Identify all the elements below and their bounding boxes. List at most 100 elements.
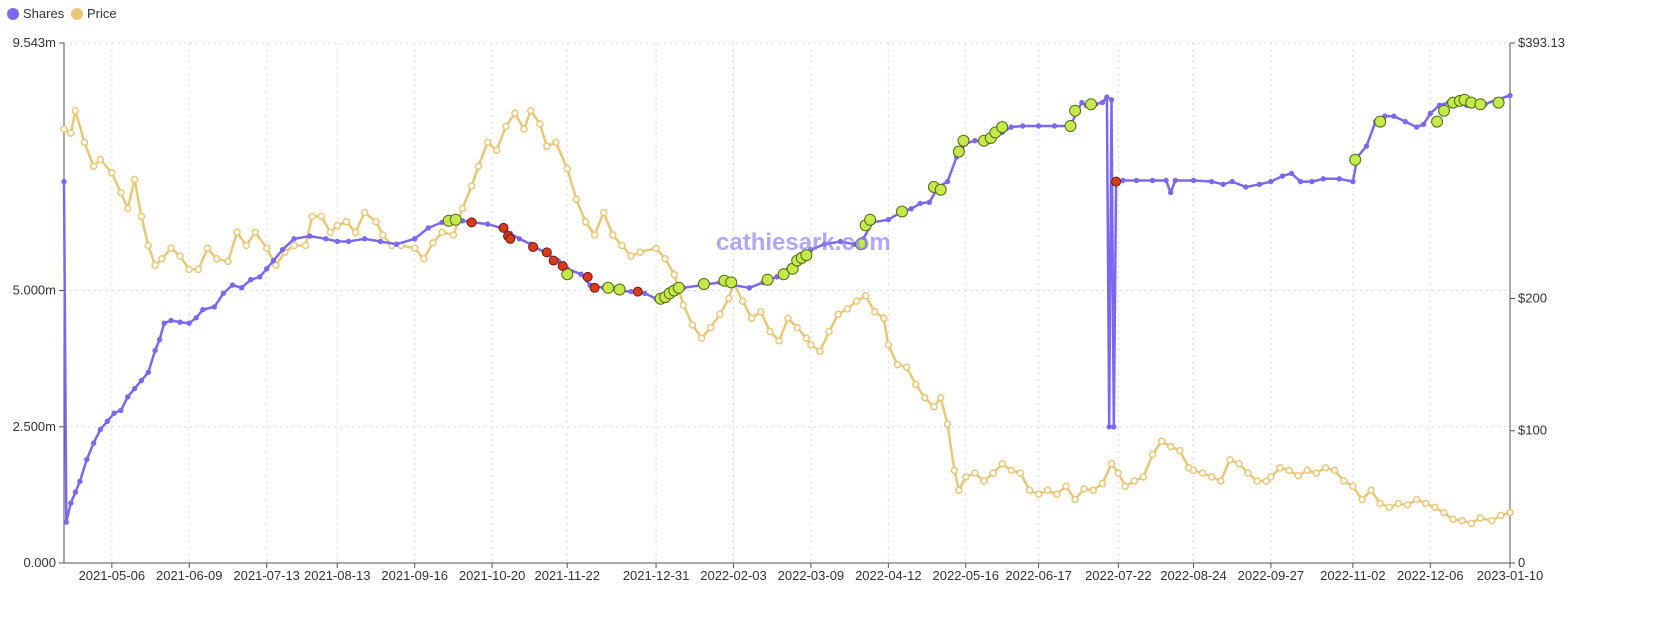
buy-marker[interactable]: [602, 281, 615, 294]
sell-marker[interactable]: [466, 217, 477, 228]
sell-marker[interactable]: [589, 282, 600, 293]
price-point: [1412, 495, 1421, 504]
price-point: [902, 363, 911, 371]
shares-point: [257, 274, 263, 280]
buy-marker[interactable]: [800, 249, 813, 262]
price-point: [1166, 442, 1175, 451]
sell-marker[interactable]: [557, 261, 568, 271]
price-point: [108, 169, 116, 177]
buy-marker[interactable]: [1349, 153, 1362, 166]
shares-point: [1035, 123, 1042, 129]
price-point: [449, 231, 458, 239]
shares-point: [1279, 173, 1286, 179]
price-point: [89, 162, 98, 170]
shares-point: [1507, 92, 1513, 99]
buy-marker[interactable]: [561, 268, 574, 281]
buy-marker[interactable]: [613, 283, 626, 296]
shares-point: [1288, 170, 1295, 177]
price-point: [194, 265, 203, 274]
buy-marker[interactable]: [777, 268, 790, 281]
buy-marker[interactable]: [934, 183, 947, 196]
price-point: [1262, 477, 1271, 485]
price-point: [921, 393, 929, 402]
shares-point: [186, 320, 192, 326]
price-point: [1253, 477, 1261, 485]
shares-point: [111, 410, 117, 416]
buy-marker[interactable]: [449, 213, 462, 226]
price-point: [618, 241, 626, 250]
buy-marker[interactable]: [725, 276, 738, 289]
buy-marker[interactable]: [1492, 96, 1505, 109]
price-point: [1198, 469, 1207, 477]
sell-marker[interactable]: [541, 247, 552, 258]
shares-point: [1106, 424, 1112, 430]
price-point: [60, 125, 68, 133]
sell-marker[interactable]: [498, 222, 509, 233]
shares-point: [168, 317, 174, 324]
price-point: [144, 241, 153, 250]
shares-point: [156, 336, 163, 343]
buy-marker[interactable]: [996, 121, 1009, 134]
price-point: [1276, 464, 1284, 472]
price-point: [661, 255, 669, 263]
shares-point: [125, 394, 131, 400]
shares-point: [1243, 184, 1249, 190]
buy-marker[interactable]: [855, 238, 867, 251]
price-point: [117, 188, 125, 197]
price-point: [697, 334, 706, 342]
price-point: [1007, 466, 1016, 475]
sell-marker[interactable]: [1111, 176, 1122, 187]
y-right-tick-label: $393.13: [1518, 35, 1565, 50]
legend[interactable]: Shares Price: [7, 6, 117, 21]
price-point: [1107, 460, 1116, 468]
sell-marker[interactable]: [548, 255, 559, 266]
buy-marker[interactable]: [1069, 104, 1082, 117]
sell-marker[interactable]: [632, 286, 643, 297]
buy-marker[interactable]: [1085, 98, 1097, 111]
shares-point: [926, 199, 932, 206]
price-point: [950, 466, 959, 475]
buy-marker[interactable]: [1374, 115, 1387, 128]
legend-swatch-price[interactable]: [71, 8, 83, 20]
y-left-tick-label: 2.500m: [13, 419, 56, 434]
buy-marker[interactable]: [761, 273, 774, 286]
price-point: [572, 195, 581, 204]
price-point: [1062, 482, 1070, 491]
shares-point: [1420, 121, 1427, 128]
shares-point: [1350, 178, 1356, 185]
sell-marker[interactable]: [505, 233, 516, 244]
price-point: [679, 301, 688, 309]
legend-label-price[interactable]: Price: [87, 6, 117, 21]
buy-marker[interactable]: [864, 213, 877, 226]
price-point: [784, 314, 792, 323]
shares-point: [72, 489, 79, 495]
legend-label-shares[interactable]: Shares: [23, 6, 65, 21]
price-point: [212, 255, 221, 263]
price-point: [1016, 469, 1025, 477]
price-point: [492, 146, 501, 155]
buy-marker[interactable]: [1431, 115, 1444, 128]
buy-marker[interactable]: [697, 278, 710, 290]
x-tick-label: 2022-04-12: [855, 568, 922, 583]
buy-marker[interactable]: [1438, 104, 1450, 117]
buy-marker[interactable]: [957, 134, 970, 147]
buy-marker[interactable]: [672, 281, 685, 294]
price-point: [438, 228, 446, 237]
x-tick-label: 2022-07-22: [1085, 568, 1152, 583]
buy-marker[interactable]: [952, 145, 965, 158]
buy-marker[interactable]: [1474, 98, 1487, 111]
price-point: [893, 360, 902, 369]
x-tick-label: 2022-03-09: [778, 568, 845, 583]
buy-marker[interactable]: [896, 205, 908, 218]
y-left-tick-label: 0.000: [23, 555, 56, 570]
sell-marker[interactable]: [582, 271, 593, 282]
shares-point: [642, 290, 648, 296]
price-point: [1189, 466, 1198, 475]
sell-marker[interactable]: [528, 242, 539, 252]
shares-point: [177, 319, 183, 325]
price-point: [1431, 503, 1439, 512]
buy-marker[interactable]: [1064, 120, 1077, 132]
legend-swatch-shares[interactable]: [7, 8, 19, 20]
price-point: [581, 217, 590, 226]
